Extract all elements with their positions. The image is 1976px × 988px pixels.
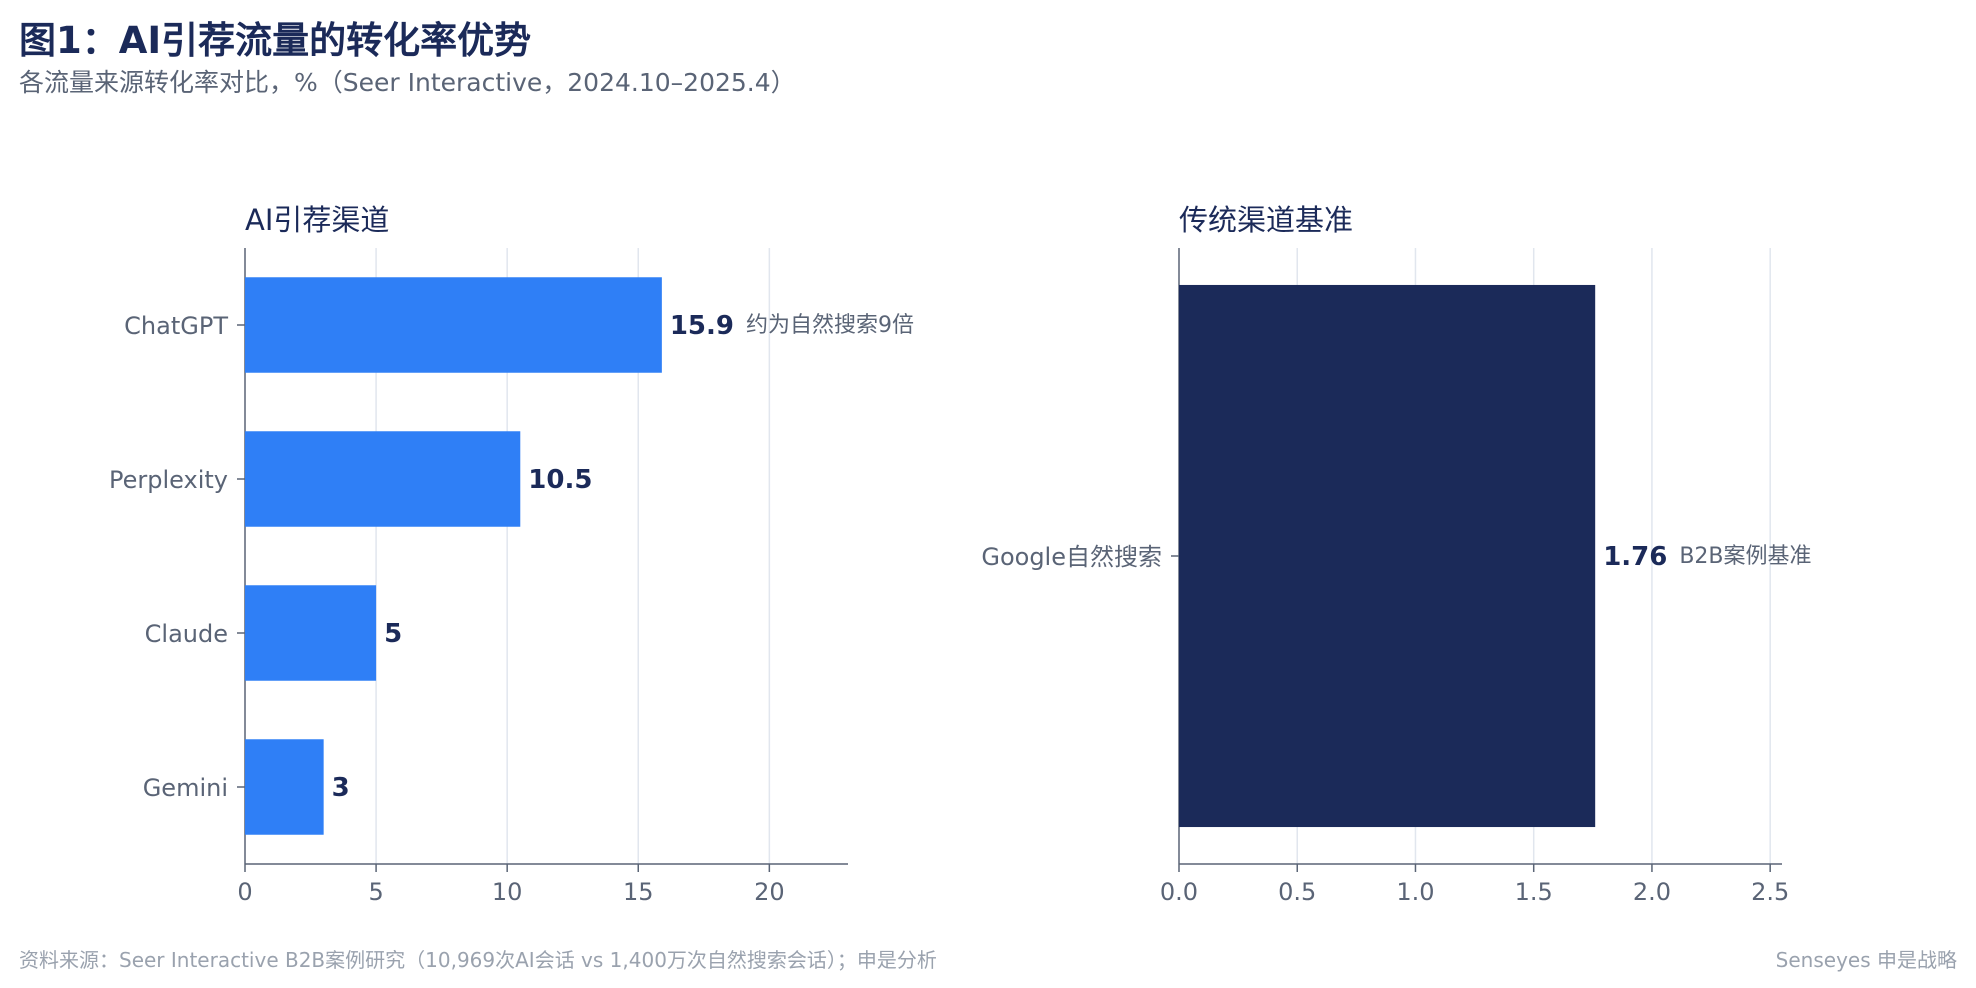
chart-1-title: 传统渠道基准 xyxy=(1179,203,1353,237)
chart-1-x-tick-label: 1.5 xyxy=(1515,878,1553,906)
brand-label: Senseyes 申是战略 xyxy=(1775,948,1957,972)
chart-0-category-label: ChatGPT xyxy=(124,312,228,340)
chart-1-x-tick-label: 0.0 xyxy=(1160,878,1198,906)
chart-0-bar-gemini xyxy=(245,739,324,835)
chart-1-x-tick-label: 0.5 xyxy=(1278,878,1316,906)
chart-0-x-tick-label: 5 xyxy=(368,878,383,906)
chart-0-value-label: 15.9 xyxy=(670,311,734,341)
chart-1-value-label: 1.76 xyxy=(1603,542,1667,572)
source-note: 资料来源：Seer Interactive B2B案例研究（10,969次AI会… xyxy=(19,948,937,972)
chart-0-value-label: 5 xyxy=(384,619,402,649)
chart-1-annotation: B2B案例基准 xyxy=(1679,544,1811,569)
chart-1-bar-google- xyxy=(1179,284,1596,828)
chart-1-x-tick-label: 2.0 xyxy=(1633,878,1671,906)
chart-0-x-tick-label: 15 xyxy=(623,878,654,906)
chart-0-bar-chatgpt xyxy=(245,277,662,373)
chart-0-x-tick-label: 20 xyxy=(754,878,785,906)
chart-1-x-tick-label: 1.0 xyxy=(1396,878,1434,906)
chart-subtitle: 各流量来源转化率对比，%（Seer Interactive，2024.10–20… xyxy=(19,68,796,97)
chart-0-category-label: Claude xyxy=(145,620,228,648)
chart-0-bar-claude xyxy=(245,585,377,681)
chart-0-x-tick-label: 0 xyxy=(237,878,252,906)
chart-0-category-label: Gemini xyxy=(143,774,228,802)
chart-0-bar-perplexity xyxy=(245,431,521,527)
chart-1-x-tick-label: 2.5 xyxy=(1751,878,1789,906)
chart-0-value-label: 3 xyxy=(332,773,350,803)
chart-1-category-label: Google自然搜索 xyxy=(981,543,1162,571)
chart-0-title: AI引荐渠道 xyxy=(245,203,389,237)
chart-title: 图1：AI引荐流量的转化率优势 xyxy=(19,19,532,62)
chart-0-x-tick-label: 10 xyxy=(492,878,523,906)
chart-0-category-label: Perplexity xyxy=(109,466,228,494)
chart-0-annotation: 约为自然搜索9倍 xyxy=(746,313,914,338)
chart-0-value-label: 10.5 xyxy=(528,465,592,495)
